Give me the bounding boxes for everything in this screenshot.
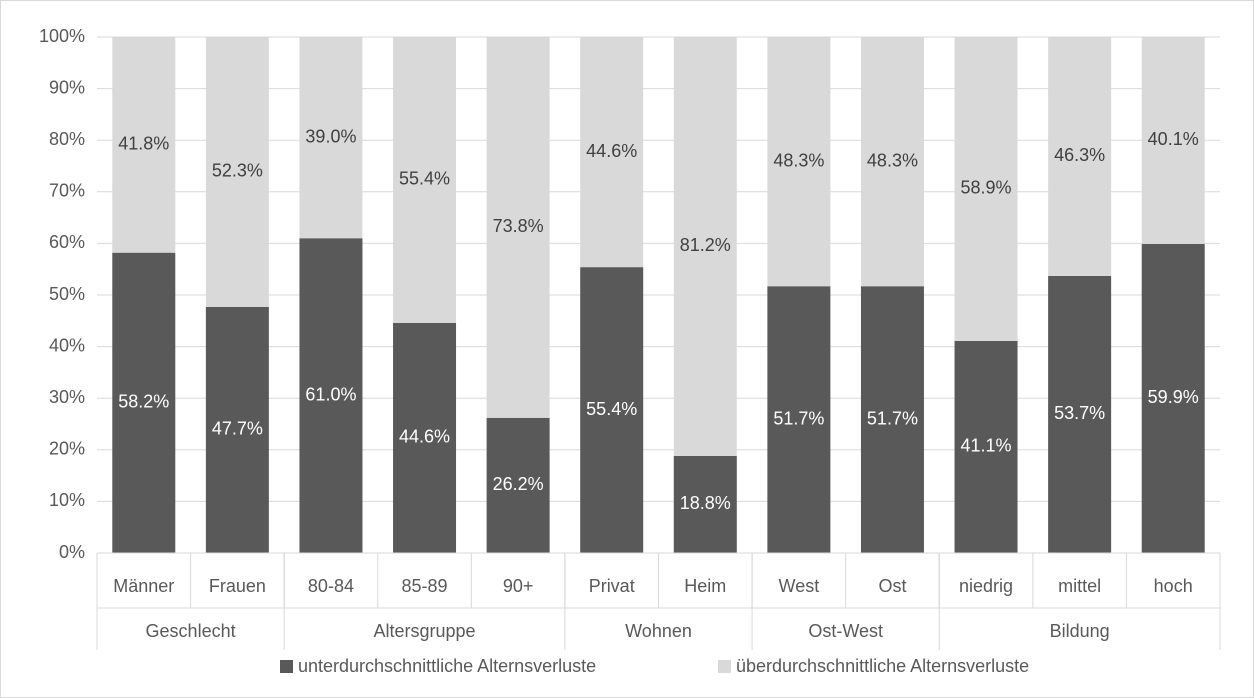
- bar-segment: [112, 252, 176, 554]
- bar-segment: [767, 37, 831, 287]
- group-label: Geschlecht: [146, 621, 236, 641]
- y-tick-label: 60%: [49, 232, 85, 252]
- bar-segment: [112, 37, 176, 253]
- data-label: 55.4%: [586, 399, 637, 419]
- bar-segment: [860, 37, 924, 287]
- data-label: 41.8%: [118, 134, 169, 154]
- group-label: Ost-West: [808, 621, 883, 641]
- x-tick-label: 80-84: [308, 576, 354, 596]
- y-tick-label: 40%: [49, 335, 85, 355]
- data-label: 44.6%: [586, 141, 637, 161]
- x-tick-label: niedrig: [959, 576, 1013, 596]
- bar-segment: [580, 267, 644, 553]
- bar-segment: [205, 306, 269, 553]
- data-label: 73.8%: [493, 216, 544, 236]
- data-label: 59.9%: [1148, 387, 1199, 407]
- data-label: 53.7%: [1054, 403, 1105, 423]
- x-tick-label: Heim: [684, 576, 726, 596]
- data-label: 40.1%: [1148, 129, 1199, 149]
- y-tick-label: 70%: [49, 181, 85, 201]
- data-label: 18.8%: [680, 493, 731, 513]
- group-label: Bildung: [1050, 621, 1110, 641]
- data-label: 48.3%: [867, 150, 918, 170]
- data-label: 51.7%: [773, 408, 824, 428]
- data-label: 58.9%: [961, 178, 1012, 198]
- x-tick-label: Männer: [113, 576, 174, 596]
- data-label: 26.2%: [493, 474, 544, 494]
- data-label: 48.3%: [773, 150, 824, 170]
- bar-segment: [954, 37, 1018, 341]
- y-tick-label: 80%: [49, 129, 85, 149]
- y-tick-label: 100%: [39, 26, 85, 46]
- y-tick-label: 30%: [49, 387, 85, 407]
- y-tick-label: 90%: [49, 77, 85, 97]
- group-label: Wohnen: [625, 621, 692, 641]
- data-label: 58.2%: [118, 392, 169, 412]
- legend-label: überdurchschnittliche Alternsverluste: [736, 656, 1029, 676]
- y-tick-label: 50%: [49, 284, 85, 304]
- bar-segment: [299, 238, 363, 554]
- data-label: 41.1%: [961, 436, 1012, 456]
- bar-segment: [299, 37, 363, 239]
- y-tick-label: 20%: [49, 439, 85, 459]
- bar-segment: [1141, 37, 1205, 244]
- bar-segment: [205, 37, 269, 307]
- bar-segment: [767, 286, 831, 553]
- x-tick-label: West: [779, 576, 820, 596]
- bar-segment: [580, 37, 644, 268]
- x-tick-label: Frauen: [209, 576, 266, 596]
- y-tick-label: 10%: [49, 490, 85, 510]
- data-label: 47.7%: [212, 419, 263, 439]
- bar-segment: [673, 37, 737, 456]
- group-label: Altersgruppe: [374, 621, 476, 641]
- data-label: 81.2%: [680, 235, 731, 255]
- x-tick-label: Ost: [878, 576, 906, 596]
- legend-label: unterdurchschnittliche Alternsverluste: [298, 656, 596, 676]
- bar-segment: [1048, 275, 1112, 553]
- data-label: 55.4%: [399, 169, 450, 189]
- x-tick-label: 90+: [503, 576, 534, 596]
- bar-segment: [393, 37, 457, 323]
- bar-segment: [486, 417, 550, 553]
- data-label: 39.0%: [305, 126, 356, 146]
- bar-segment: [673, 455, 737, 553]
- legend-swatch: [280, 660, 293, 673]
- bar-segment: [1048, 37, 1112, 276]
- data-label: 44.6%: [399, 427, 450, 447]
- data-label: 46.3%: [1054, 145, 1105, 165]
- bar-segment: [860, 286, 924, 553]
- x-tick-label: 85-89: [402, 576, 448, 596]
- x-tick-label: Privat: [589, 576, 635, 596]
- data-label: 61.0%: [305, 384, 356, 404]
- bar-segment: [954, 340, 1018, 553]
- bar-segment: [486, 37, 550, 418]
- x-tick-label: mittel: [1058, 576, 1101, 596]
- x-tick-label: hoch: [1154, 576, 1193, 596]
- legend-swatch: [718, 660, 731, 673]
- data-label: 51.7%: [867, 408, 918, 428]
- bar-segment: [1141, 243, 1205, 553]
- y-tick-label: 0%: [59, 542, 85, 562]
- bar-segment: [393, 322, 457, 553]
- data-label: 52.3%: [212, 161, 263, 181]
